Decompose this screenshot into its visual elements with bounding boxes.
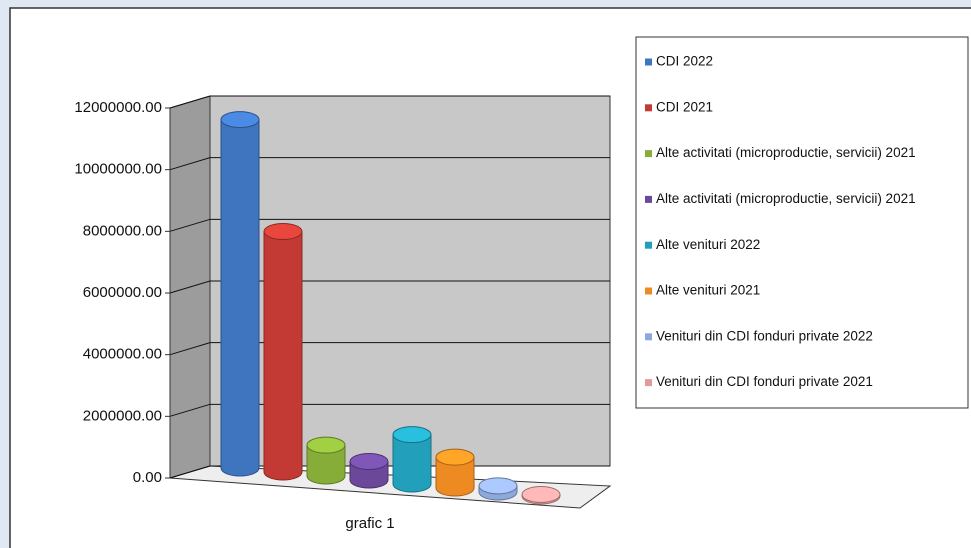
grid-line [169,465,610,479]
y-tick-label: 8000000.00 [83,222,162,239]
y-tick-label: 10000000.00 [74,161,162,178]
legend-label: Venituri din CDI fonduri private 2022 [656,328,873,343]
grid-line [169,157,610,171]
grid-line [169,280,610,294]
legend-swatch [645,333,652,341]
legend-label: CDI 2021 [656,99,713,114]
y-tick-label: 2000000.00 [83,407,162,424]
cylinder-top [349,453,389,470]
y-tick-label: 12000000.00 [74,99,162,116]
legend-box [635,36,969,409]
legend-swatch [645,150,652,158]
legend-label: Alte venituri 2021 [656,283,760,298]
cylinder-top [478,477,518,495]
legend-label: Venituri din CDI fonduri private 2021 [656,374,873,389]
legend-swatch [645,195,652,203]
legend-swatch [645,241,652,249]
cylinder-body [263,231,303,481]
legend-swatch [645,379,652,387]
cylinder-body [392,434,432,493]
y-tick-label: 0.00 [133,469,162,486]
y-tick-label: 6000000.00 [83,284,162,301]
y-tick-label: 4000000.00 [83,346,162,363]
cylinder-top [392,426,432,444]
grid-line [169,403,610,417]
cylinder-body [306,444,346,485]
x-tick-label: grafic 1 [345,515,394,532]
legend-swatch [645,287,652,295]
legend-swatch [645,104,652,112]
cylinder-top [435,448,475,466]
grid-line [169,218,610,232]
grid-line [169,342,610,356]
legend-label: CDI 2022 [656,54,713,69]
cylinder-top [306,436,346,454]
cylinder-top [521,485,561,503]
cylinder-body [220,119,260,477]
legend-label: Alte activitati (microproductie, servici… [656,191,916,206]
legend-label: Alte venituri 2022 [656,237,760,252]
grid-line [169,95,610,109]
legend-swatch [645,58,652,66]
cylinder-top [263,223,303,240]
cylinder-body [435,456,475,497]
legend-label: Alte activitati (microproductie, servici… [656,145,916,160]
cylinder-top [220,111,260,129]
